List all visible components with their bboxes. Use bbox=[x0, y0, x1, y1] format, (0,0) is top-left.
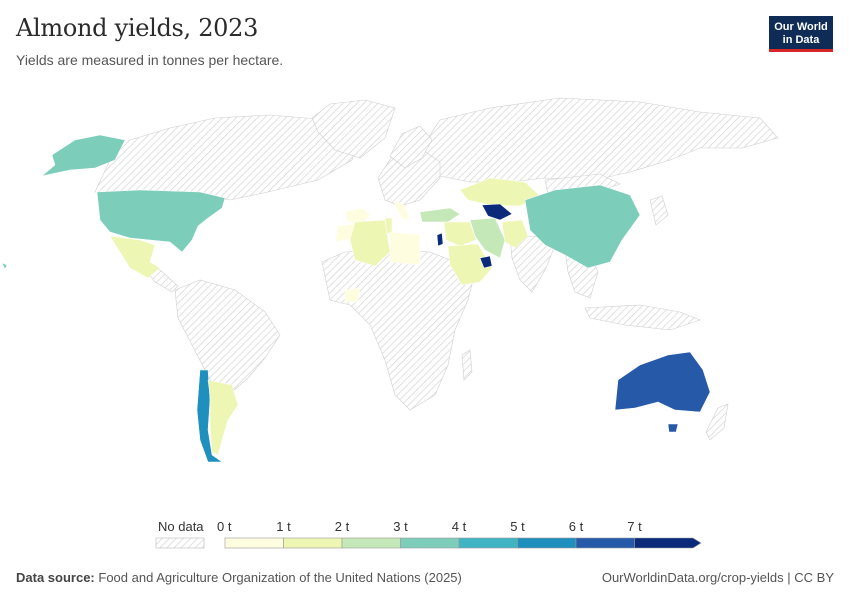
legend: No data 0 t 1 t 2 t 3 t 4 t 5 t 6 t 7 t bbox=[155, 519, 702, 549]
region-scandinavia[interactable] bbox=[389, 125, 433, 169]
owid-logo[interactable]: Our World in Data bbox=[769, 16, 833, 52]
chart-subtitle: Yields are measured in tonnes per hectar… bbox=[16, 52, 284, 68]
legend-bin-label: 2 t bbox=[335, 519, 350, 534]
region-afghanistan[interactable] bbox=[501, 219, 529, 249]
legend-bin-swatch[interactable] bbox=[517, 537, 577, 549]
region-japan[interactable] bbox=[649, 195, 669, 226]
legend-bin-swatch[interactable] bbox=[341, 537, 401, 549]
legend-bin-label: 1 t bbox=[276, 519, 291, 534]
region-syria-iraq[interactable] bbox=[443, 221, 477, 247]
no-data-regions bbox=[94, 97, 779, 441]
data-regions bbox=[1, 134, 711, 463]
legend-bin-swatch[interactable] bbox=[283, 537, 343, 549]
region-madagascar[interactable] bbox=[461, 349, 473, 381]
chart-title: Almond yields, 2023 bbox=[16, 14, 259, 42]
region-tasmania[interactable] bbox=[667, 423, 679, 433]
region-alaska[interactable] bbox=[41, 134, 126, 177]
credit-link[interactable]: OurWorldinData.org/crop-yields | CC BY bbox=[601, 570, 834, 585]
region-israel[interactable] bbox=[436, 232, 444, 247]
region-libya[interactable] bbox=[389, 231, 421, 266]
logo-accent-bar bbox=[769, 49, 833, 52]
logo-line-2: in Data bbox=[782, 34, 820, 46]
region-mexico[interactable] bbox=[109, 235, 161, 279]
legend-bin-swatch[interactable] bbox=[634, 537, 702, 549]
region-turkey[interactable] bbox=[419, 207, 461, 223]
region-russia[interactable] bbox=[419, 97, 779, 183]
legend-bin-swatch[interactable] bbox=[224, 537, 284, 549]
region-australia[interactable] bbox=[614, 351, 711, 413]
region-hawaii[interactable] bbox=[1, 262, 8, 270]
region-saudi-arabia[interactable] bbox=[447, 243, 493, 286]
data-source: Data source: Food and Agriculture Organi… bbox=[16, 570, 462, 585]
legend-bin-label: 4 t bbox=[452, 519, 467, 534]
legend-bin-swatch[interactable] bbox=[575, 537, 635, 549]
legend-no-data-label: No data bbox=[158, 519, 204, 534]
region-italy[interactable] bbox=[394, 199, 411, 221]
legend-no-data-swatch[interactable] bbox=[155, 537, 205, 549]
region-spain[interactable] bbox=[344, 207, 371, 225]
region-indonesia[interactable] bbox=[584, 304, 701, 331]
logo-line-1: Our World bbox=[774, 21, 828, 33]
region-south-america-north[interactable] bbox=[174, 279, 281, 393]
region-uae[interactable] bbox=[479, 255, 493, 269]
region-west-africa[interactable] bbox=[344, 287, 361, 303]
region-africa[interactable] bbox=[321, 249, 476, 411]
legend-bin-label: 5 t bbox=[510, 519, 525, 534]
legend-bins: 0 t 1 t 2 t 3 t 4 t 5 t 6 t 7 t bbox=[217, 519, 702, 549]
region-united-states[interactable] bbox=[96, 189, 226, 253]
legend-bin-swatch[interactable] bbox=[458, 537, 518, 549]
region-argentina[interactable] bbox=[207, 379, 239, 456]
region-new-zealand[interactable] bbox=[705, 403, 729, 441]
data-source-text: Food and Agriculture Organization of the… bbox=[98, 570, 462, 585]
legend-bin-label: 3 t bbox=[393, 519, 408, 534]
legend-bin-label: 0 t bbox=[217, 519, 232, 534]
data-source-label: Data source: bbox=[16, 570, 95, 585]
legend-bin-label: 6 t bbox=[569, 519, 584, 534]
legend-bin-swatch[interactable] bbox=[400, 537, 460, 549]
region-greenland[interactable] bbox=[311, 99, 396, 159]
legend-bin-label: 7 t bbox=[627, 519, 642, 534]
region-uzbekistan[interactable] bbox=[481, 203, 513, 221]
region-china[interactable] bbox=[524, 184, 641, 269]
